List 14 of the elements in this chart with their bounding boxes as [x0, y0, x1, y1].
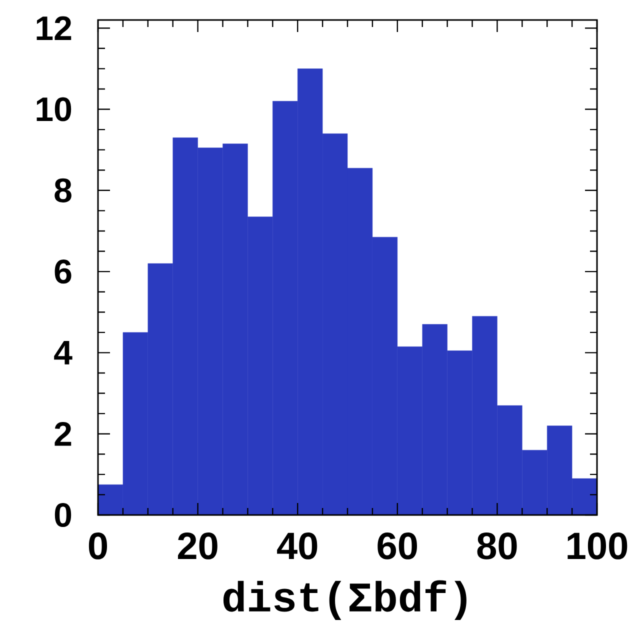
y-tick-label: 10	[36, 97, 72, 122]
y-tick-label: 12	[36, 16, 72, 40]
y-tick-label: 0	[54, 502, 72, 528]
x-tick-label: 80	[477, 532, 517, 560]
y-tick-label: 8	[54, 178, 72, 202]
x-tick-label: 100	[568, 532, 628, 560]
x-axis-title: dist(Σbdf)	[223, 580, 466, 620]
y-tick-label: 4	[54, 341, 72, 364]
x-tick-label: 0	[88, 532, 108, 560]
x-tick-label: 60	[378, 532, 417, 560]
x-tick-label: 20	[178, 532, 218, 560]
x-tick-label: 40	[277, 532, 318, 560]
y-tick-label: 6	[54, 260, 72, 284]
y-tick-label: 2	[54, 422, 72, 446]
